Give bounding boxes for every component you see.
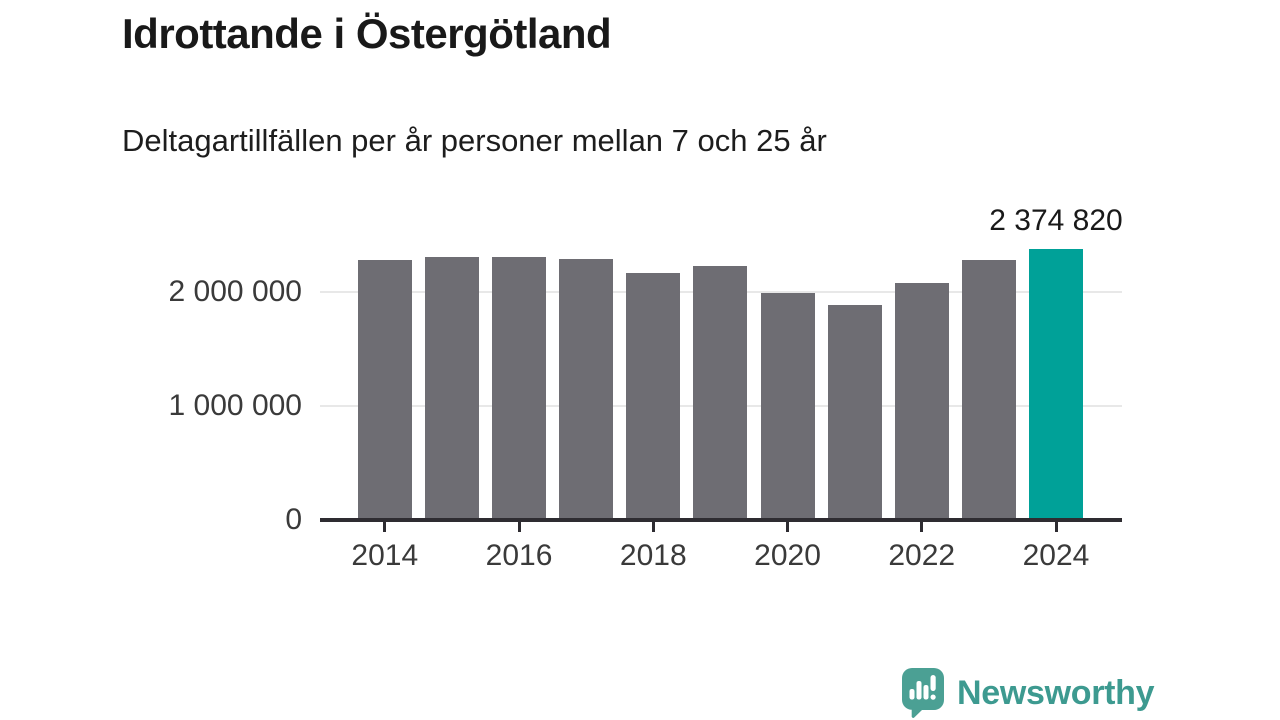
bar-2023	[961, 260, 1016, 520]
y-axis-tick-label: 2 000 000	[168, 275, 302, 308]
x-axis-tick	[383, 522, 387, 532]
bar-2015	[424, 257, 479, 520]
brand-name: Newsworthy	[957, 674, 1155, 712]
x-axis-tick	[1054, 522, 1058, 532]
bar-2024	[1029, 249, 1083, 520]
x-axis-tick-label: 2024	[1022, 539, 1090, 572]
y-axis-tick-label: 0	[285, 503, 302, 536]
y-axis-tick-label: 1 000 000	[168, 389, 302, 422]
bar-2017	[559, 259, 614, 520]
chart-title: Idrottande i Östergötland	[122, 10, 612, 57]
x-axis-tick	[786, 522, 790, 532]
x-axis-tick	[651, 522, 655, 532]
bar-2018	[626, 273, 681, 520]
x-axis-tick-label: 2014	[351, 539, 419, 572]
x-axis-tick-label: 2022	[888, 539, 956, 572]
x-axis-tick-label: 2020	[754, 539, 821, 572]
x-axis-tick-label: 2016	[485, 539, 553, 572]
chart-subtitle: Deltagartillfällen per år personer mella…	[122, 123, 827, 158]
highlight-value-label: 2 374 820	[989, 204, 1123, 237]
x-axis-tick	[920, 522, 924, 532]
bar-2014	[357, 260, 412, 520]
bar-2020	[760, 293, 815, 520]
newsworthy-logo-icon	[902, 668, 944, 718]
bar-2021	[827, 305, 882, 520]
bar-2019	[693, 266, 748, 520]
x-axis-tick-label: 2018	[619, 539, 687, 572]
brand-footer: Newsworthy	[902, 668, 1155, 718]
bar-2022	[894, 283, 949, 520]
x-axis-tick	[517, 522, 521, 532]
bar-2016	[492, 257, 547, 520]
x-axis-line	[320, 518, 1122, 522]
